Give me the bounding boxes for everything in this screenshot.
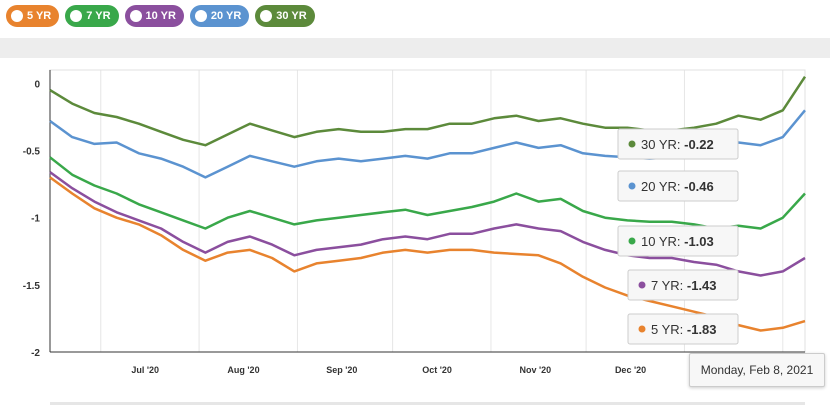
tooltip-marker-icon xyxy=(638,325,646,333)
plot-frame xyxy=(49,69,806,353)
toggle-dot-icon xyxy=(260,10,273,22)
toggle-dot-icon xyxy=(129,10,142,22)
legend-label: 10 YR xyxy=(145,10,176,22)
legend-label: 5 YR xyxy=(27,10,52,22)
toggle-dot-icon xyxy=(11,10,23,22)
x-tick-label: Jul '20 xyxy=(131,365,159,375)
tooltip-20yr: 20 YR: -0.46 xyxy=(617,170,739,202)
x-tick-label: Sep '20 xyxy=(326,365,357,375)
tooltip-series-name: 10 YR: xyxy=(641,234,684,249)
tooltip-marker-icon xyxy=(628,182,636,190)
tooltip-5yr: 5 YR: -1.83 xyxy=(627,313,739,345)
tooltip-value: -0.22 xyxy=(684,137,714,152)
tooltip-text: 7 YR: -1.43 xyxy=(651,278,717,293)
legend-label: 20 YR xyxy=(210,10,242,22)
legend-toggle-7yr[interactable]: 7 YR xyxy=(65,5,119,27)
tooltip-marker-icon xyxy=(628,237,636,245)
legend-toggle-20yr[interactable]: 20 YR xyxy=(189,5,250,27)
legend-label: 30 YR xyxy=(276,10,307,22)
tooltip-series-name: 5 YR: xyxy=(651,322,687,337)
tooltip-text: 30 YR: -0.22 xyxy=(641,137,714,152)
tooltip-7yr: 7 YR: -1.43 xyxy=(627,269,739,301)
tooltip-box xyxy=(627,269,739,301)
y-tick-label: -1 xyxy=(31,214,40,225)
series-line-7yr xyxy=(49,171,806,277)
tooltip-value: -1.03 xyxy=(684,234,714,249)
range-bar xyxy=(0,38,830,58)
legend-toggle-10yr[interactable]: 10 YR xyxy=(124,5,184,27)
legend: 5 YR 7 YR 10 YR 20 YR 30 YR xyxy=(6,5,315,27)
legend-toggle-30yr[interactable]: 30 YR xyxy=(255,5,315,27)
navigator-bar xyxy=(50,402,805,405)
y-tick-label: -1.5 xyxy=(23,281,41,292)
x-tick-label: Nov '20 xyxy=(520,365,552,375)
tooltip-text: 5 YR: -1.83 xyxy=(651,322,717,337)
tooltip-10yr: 10 YR: -1.03 xyxy=(617,225,739,257)
tooltip-text: 10 YR: -1.03 xyxy=(641,234,714,249)
tooltip-box xyxy=(627,313,739,345)
legend-label: 7 YR xyxy=(86,10,111,22)
tooltip-series-name: 20 YR: xyxy=(641,179,684,194)
tooltip-box xyxy=(617,128,739,160)
series-line-5yr xyxy=(49,176,806,332)
y-tick-label: -2 xyxy=(31,348,40,359)
x-tick-label: Dec '20 xyxy=(615,365,646,375)
tooltip-text: 20 YR: -0.46 xyxy=(641,179,714,194)
tooltip-box xyxy=(617,170,739,202)
y-tick-label: 0 xyxy=(34,79,40,90)
tooltip-value: -1.43 xyxy=(687,278,717,293)
tooltip-value: -1.83 xyxy=(687,322,717,337)
tooltip-box xyxy=(617,225,739,257)
x-tick-label: Oct '20 xyxy=(422,365,452,375)
chart-grid xyxy=(100,70,784,352)
hover-date-tooltip: Monday, Feb 8, 2021 xyxy=(689,353,825,387)
y-tick-label: -0.5 xyxy=(23,147,41,158)
toggle-dot-icon xyxy=(70,10,83,22)
legend-toggle-5yr[interactable]: 5 YR xyxy=(6,5,60,27)
tooltip-series-name: 30 YR: xyxy=(641,137,684,152)
tooltip-30yr: 30 YR: -0.22 xyxy=(617,128,739,160)
series-line-10yr xyxy=(49,156,806,230)
tooltip-marker-icon xyxy=(628,140,636,148)
tooltip-series-name: 7 YR: xyxy=(651,278,687,293)
x-tick-label: Aug '20 xyxy=(227,365,259,375)
toggle-dot-icon xyxy=(194,10,207,22)
tooltip-value: -0.46 xyxy=(684,179,714,194)
chart-tooltips: 30 YR: -0.22 20 YR: -0.46 10 YR: -1.03 7 YR… xyxy=(617,128,739,345)
tooltip-marker-icon xyxy=(638,281,646,289)
